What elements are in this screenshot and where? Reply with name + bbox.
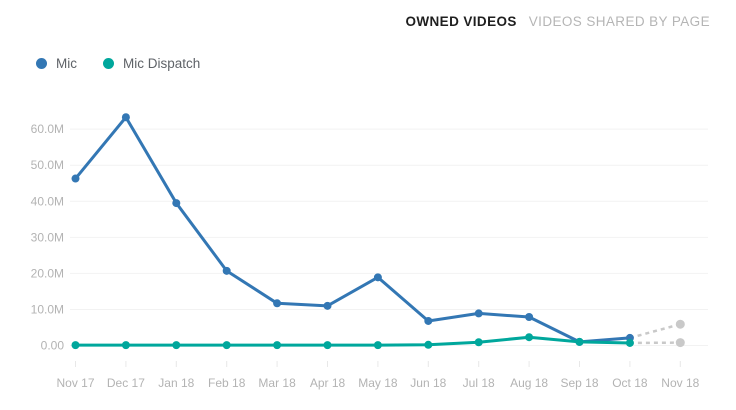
x-axis-label: Nov 17 xyxy=(56,376,94,390)
x-axis-label: Nov 18 xyxy=(661,376,699,390)
data-point xyxy=(323,341,332,350)
mic-series-dot-icon xyxy=(36,58,47,69)
x-axis-label: Dec 17 xyxy=(107,376,145,390)
data-point xyxy=(625,338,634,347)
projection-point xyxy=(675,319,685,329)
y-axis-label: 10.0M xyxy=(31,302,64,316)
x-axis-label: Sep 18 xyxy=(560,376,598,390)
y-axis-label: 50.0M xyxy=(31,158,64,172)
data-point xyxy=(575,337,584,346)
data-point xyxy=(373,341,382,350)
data-point xyxy=(373,273,382,282)
x-axis-label: Feb 18 xyxy=(208,376,246,390)
data-point xyxy=(71,174,80,183)
chart-view-tabs: OWNED VIDEOS VIDEOS SHARED BY PAGE xyxy=(405,14,710,29)
data-point xyxy=(121,341,130,350)
series-line-mic-dispatch xyxy=(74,335,632,347)
data-point xyxy=(474,338,483,347)
data-point xyxy=(273,299,282,308)
data-point xyxy=(525,313,534,322)
data-point xyxy=(222,266,231,275)
y-axis-label: 30.0M xyxy=(31,230,64,244)
chart-legend: Mic Mic Dispatch xyxy=(36,56,200,71)
tab-owned-videos[interactable]: OWNED VIDEOS xyxy=(405,14,517,29)
data-point xyxy=(273,341,282,350)
data-point xyxy=(71,341,80,350)
legend-item-mic[interactable]: Mic xyxy=(36,56,77,71)
y-axis-label: 0.00 xyxy=(41,339,65,353)
projection-line xyxy=(629,323,681,340)
x-axis-label: Oct 18 xyxy=(612,376,648,390)
projection-point xyxy=(675,338,685,348)
data-point xyxy=(323,301,332,310)
x-axis-label: May 18 xyxy=(358,376,398,390)
legend-label-mic-dispatch: Mic Dispatch xyxy=(123,56,201,71)
data-point xyxy=(222,341,231,350)
y-axis-label: 60.0M xyxy=(31,122,64,136)
x-axis-label: Jul 18 xyxy=(463,376,495,390)
data-point xyxy=(172,341,181,350)
x-axis-label: Aug 18 xyxy=(510,376,548,390)
data-point xyxy=(121,113,130,122)
data-point xyxy=(474,309,483,318)
legend-item-mic-dispatch[interactable]: Mic Dispatch xyxy=(103,56,200,71)
tab-videos-shared-by-page[interactable]: VIDEOS SHARED BY PAGE xyxy=(528,14,710,29)
x-axis-label: Jun 18 xyxy=(410,376,446,390)
y-axis-label: 40.0M xyxy=(31,194,64,208)
x-axis-label: Jan 18 xyxy=(158,376,194,390)
legend-label-mic: Mic xyxy=(56,56,77,71)
data-point xyxy=(525,333,534,342)
y-axis-label: 20.0M xyxy=(31,266,64,280)
x-axis-label: Apr 18 xyxy=(310,376,346,390)
data-point xyxy=(424,340,433,349)
x-axis-label: Mar 18 xyxy=(258,376,296,390)
data-point xyxy=(424,316,433,325)
data-point xyxy=(172,199,181,208)
mic-dispatch-series-dot-icon xyxy=(103,58,114,69)
series-line-mic xyxy=(74,115,632,344)
